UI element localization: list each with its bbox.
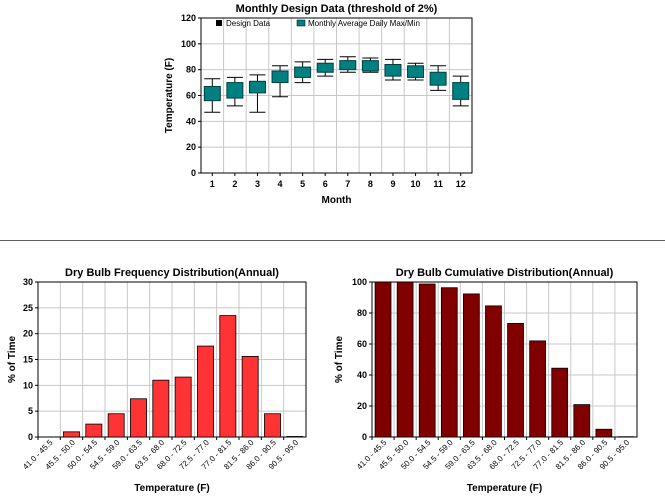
daily-max-min-box xyxy=(361,60,379,72)
y-axis-label: Temperature (F) xyxy=(164,58,175,133)
bar xyxy=(286,436,304,438)
bar xyxy=(485,305,502,438)
y-tick-label: 20 xyxy=(23,329,33,339)
bar xyxy=(219,315,237,438)
legend: Design Data Monthly Average Daily Max/Min xyxy=(216,19,420,28)
y-tick-label: 60 xyxy=(186,91,196,101)
y-tick-label: 40 xyxy=(186,116,196,126)
x-tick-label: 8 xyxy=(368,179,373,189)
bar xyxy=(152,379,170,438)
bar xyxy=(264,413,281,438)
daily-max-min-box xyxy=(452,82,470,100)
y-tick-label: 0 xyxy=(191,168,196,178)
daily-max-min-box xyxy=(203,85,221,102)
x-axis-label: Temperature (F) xyxy=(467,483,542,494)
x-tick-label: 12 xyxy=(456,179,466,189)
bar xyxy=(418,283,436,438)
bar xyxy=(440,287,458,438)
daily-max-min-box xyxy=(339,60,357,71)
y-tick-label: 40 xyxy=(357,370,367,380)
bar xyxy=(174,376,192,438)
daily-max-min-box xyxy=(294,66,312,78)
chart-2: 0 20 40 60 80 100 Dry Bulb Cumulative Distribu… xyxy=(334,267,638,494)
x-tick-label: 9 xyxy=(390,179,395,189)
x-tick-label: 3 xyxy=(255,179,260,189)
y-tick-label: 100 xyxy=(181,39,196,49)
x-tick-label: 1 xyxy=(210,179,215,189)
bar xyxy=(374,281,392,438)
y-tick-label: 10 xyxy=(23,380,33,390)
y-tick-label: 20 xyxy=(357,401,367,411)
bar xyxy=(463,293,480,438)
daily-max-min-box xyxy=(429,71,447,86)
daily-max-min-box xyxy=(384,64,402,77)
bar xyxy=(85,423,103,438)
chart-title: Monthly Design Data (threshold of 2%) xyxy=(236,3,438,15)
bar xyxy=(197,345,214,438)
daily-max-min-box xyxy=(316,62,334,73)
y-tick-label: 0 xyxy=(28,432,33,442)
x-axis-label: Month xyxy=(322,195,352,206)
bar xyxy=(396,281,414,438)
x-tick-label: 7 xyxy=(345,179,350,189)
daily-max-min-box xyxy=(271,70,289,84)
x-axis-label: Temperature (F) xyxy=(134,483,209,494)
y-tick-label: 0 xyxy=(362,432,367,442)
y-tick-label: 25 xyxy=(23,303,33,313)
x-tick-label: 5 xyxy=(300,179,305,189)
x-tick-label: 10 xyxy=(411,179,421,189)
y-tick-label: 60 xyxy=(357,339,367,349)
bar xyxy=(130,398,147,438)
chart-title: Dry Bulb Frequency Distribution(Annual) xyxy=(65,267,279,279)
chart-1: 0 5 10 15 20 25 30 Dry Bulb Frequency Distribut… xyxy=(7,267,307,494)
y-axis-label: % of Time xyxy=(334,336,345,383)
bar xyxy=(241,355,259,438)
y-tick-label: 100 xyxy=(352,277,367,287)
chart-0: 0 20 40 60 80 100 120 Monthly Design Data (thre… xyxy=(164,3,473,206)
plot-border xyxy=(200,17,473,174)
bar xyxy=(595,428,613,438)
y-tick-label: 5 xyxy=(28,406,33,416)
bar xyxy=(573,404,591,438)
x-tick-label: 6 xyxy=(323,179,328,189)
bar xyxy=(507,322,524,438)
y-tick-label: 20 xyxy=(186,142,196,152)
legend-label-design-data: Design Data xyxy=(226,19,271,28)
daily-max-min-box xyxy=(407,65,425,78)
daily-max-min-box xyxy=(226,82,244,99)
y-axis-label: % of Time xyxy=(7,336,18,383)
x-tick-label: 11 xyxy=(433,179,443,189)
x-tick-label: 4 xyxy=(278,179,283,189)
bar xyxy=(529,340,546,438)
y-tick-label: 80 xyxy=(357,308,367,318)
y-tick-label: 30 xyxy=(23,277,33,287)
legend-swatch-daily-max-min xyxy=(296,19,306,27)
daily-max-min-box xyxy=(248,80,266,94)
bar xyxy=(63,431,80,438)
bar xyxy=(551,367,569,438)
legend-label-daily-max-min: Monthly Average Daily Max/Min xyxy=(308,19,420,28)
y-tick-label: 15 xyxy=(23,355,33,365)
x-tick-label: 2 xyxy=(232,179,237,189)
legend-swatch-design-data xyxy=(216,20,222,26)
bar xyxy=(107,413,125,438)
y-tick-label: 80 xyxy=(186,65,196,75)
y-tick-label: 120 xyxy=(181,13,196,23)
chart-title: Dry Bulb Cumulative Distribution(Annual) xyxy=(396,267,614,279)
